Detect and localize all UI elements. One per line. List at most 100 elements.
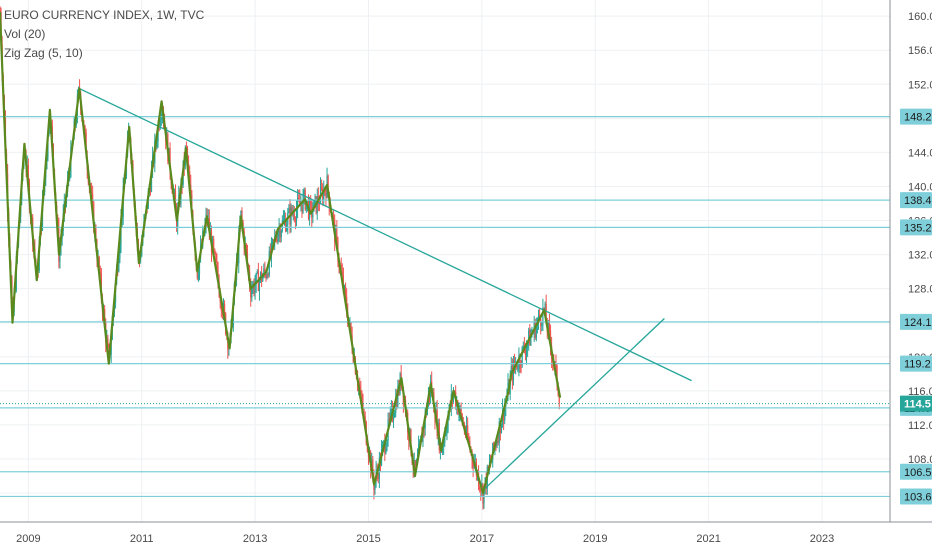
candle-body — [327, 175, 329, 193]
x-tick-label: 2013 — [243, 533, 267, 545]
price-badge-label: 135.2 — [904, 222, 932, 234]
y-tick-label: 116.0 — [908, 386, 932, 398]
candle-body — [537, 314, 540, 322]
candle-body — [504, 406, 506, 421]
candle-body — [174, 191, 177, 207]
x-tick-label: 2017 — [470, 533, 494, 545]
candle-body — [99, 271, 101, 274]
candle-body — [544, 303, 546, 309]
candle-body — [291, 207, 293, 215]
candle-body — [256, 270, 258, 274]
trendlines — [79, 87, 692, 490]
candle-body — [156, 141, 158, 144]
candle-body — [265, 272, 267, 278]
candle-body — [389, 411, 391, 421]
candle-body — [159, 119, 161, 128]
candle-body — [320, 187, 323, 190]
candle-body — [535, 325, 537, 338]
candle-body — [310, 200, 312, 205]
candle-body — [549, 330, 552, 346]
candle-body — [278, 227, 280, 233]
symbol-title[interactable]: EURO CURRENCY INDEX, 1W, TVC — [4, 8, 205, 22]
candle-body — [443, 442, 445, 446]
trendline — [79, 87, 692, 382]
candle-body — [516, 364, 518, 369]
candle-body — [280, 230, 282, 238]
candle-body — [306, 201, 309, 203]
candle-body — [517, 368, 519, 370]
candle-body — [479, 486, 481, 490]
candle-body — [396, 397, 398, 407]
candle-body — [282, 219, 285, 221]
price-badge — [900, 488, 932, 505]
candle-body — [245, 244, 247, 253]
candle-body — [520, 364, 522, 366]
price-badge-label: 103.6 — [904, 491, 932, 503]
candle-body — [295, 209, 298, 221]
candle-body — [543, 307, 545, 309]
price-badge — [900, 355, 932, 372]
candle-body — [374, 481, 376, 490]
candle-body — [385, 448, 387, 454]
candle-body — [377, 473, 379, 480]
candle-body — [534, 322, 536, 338]
volume-indicator-label[interactable]: Vol (20) — [4, 27, 46, 41]
candle-body — [530, 334, 532, 346]
candle-body — [350, 323, 352, 336]
x-tick-label: 2009 — [16, 533, 40, 545]
x-tick-label: 2023 — [810, 533, 834, 545]
candle-body — [312, 211, 314, 218]
candle-body — [250, 286, 252, 298]
candle-body — [264, 268, 266, 273]
candle-body — [276, 239, 278, 242]
candle-body — [149, 188, 152, 192]
candle-body — [302, 195, 304, 212]
candle-body — [251, 289, 253, 298]
y-tick-label: 132.0 — [908, 250, 932, 262]
candle-body — [255, 273, 257, 285]
candle-body — [263, 268, 265, 276]
candle-body — [540, 319, 542, 326]
candle-body — [283, 218, 286, 220]
candle-body — [118, 258, 120, 272]
candle-body — [386, 440, 388, 449]
candle-body — [198, 258, 201, 275]
price-badge-label: 138.4 — [904, 195, 932, 207]
zigzag-line — [0, 11, 562, 495]
candle-body — [372, 459, 374, 477]
y-tick-label: 128.0 — [908, 284, 932, 296]
price-badge-label: 119.2 — [904, 359, 931, 371]
zigzag-indicator-label[interactable]: Zig Zag (5, 10) — [4, 46, 83, 60]
y-tick-label: 112.0 — [908, 420, 932, 432]
price-badge-label: 124.1 — [904, 317, 932, 329]
last-price-badge — [900, 395, 932, 412]
candle-body — [542, 307, 544, 326]
candle-body — [500, 424, 503, 434]
candle-body — [521, 346, 523, 365]
candle-body — [444, 434, 446, 443]
candle-body — [395, 397, 397, 413]
candle-body — [69, 176, 71, 178]
candle-body — [221, 311, 223, 315]
chart-legend: EURO CURRENCY INDEX, 1W, TVC Vol (20) Zi… — [4, 6, 204, 63]
candle-body — [518, 355, 520, 369]
grid — [0, 0, 890, 522]
candle-body — [394, 412, 396, 418]
candle-body — [305, 202, 307, 210]
candle-body — [467, 425, 469, 439]
candle-body — [525, 347, 528, 355]
candle-body — [323, 189, 325, 201]
x-tick-label: 2021 — [696, 533, 720, 545]
candle-body — [84, 125, 86, 133]
candle-body — [460, 407, 462, 415]
candle-body — [301, 204, 303, 212]
candle-body — [447, 416, 449, 431]
y-tick-label: 108.0 — [908, 454, 932, 466]
candle-body — [119, 244, 121, 259]
candle-body — [344, 286, 347, 297]
candle-body — [510, 365, 512, 377]
candle-body — [360, 390, 362, 393]
candle-body — [465, 425, 468, 435]
price-badge — [900, 108, 932, 125]
